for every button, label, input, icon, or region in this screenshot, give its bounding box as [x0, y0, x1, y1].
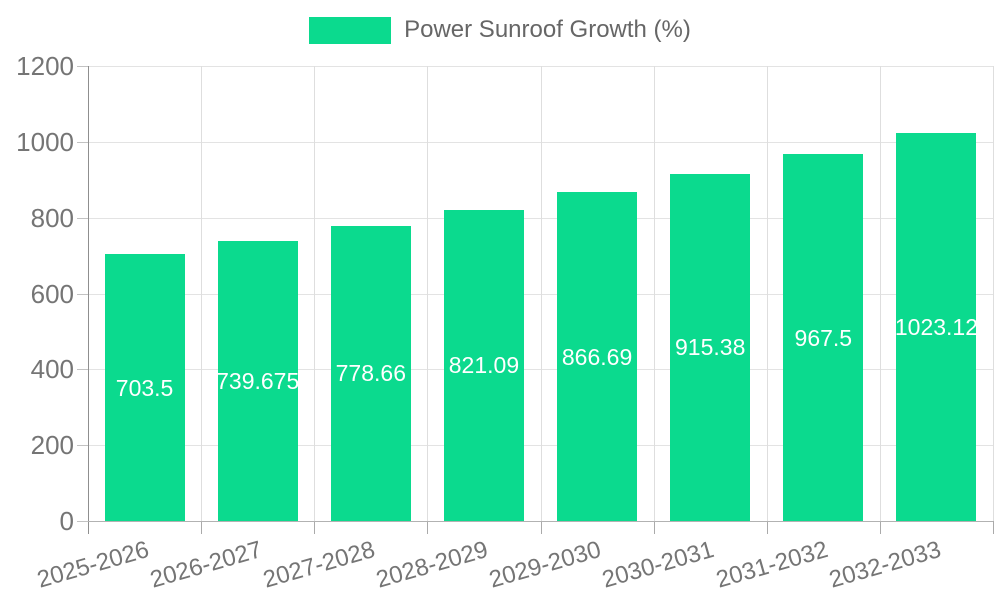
x-axis-tick-label: 2031-2032 — [712, 536, 831, 594]
y-axis-tick-label: 1000 — [16, 126, 74, 157]
y-axis-tick-label: 800 — [30, 202, 74, 233]
bar — [896, 133, 977, 521]
x-axis-tick-label: 2029-2030 — [486, 536, 605, 594]
bar — [557, 192, 638, 521]
y-axis-tick — [77, 521, 88, 522]
x-axis-line — [88, 521, 993, 522]
x-gridline — [201, 66, 203, 521]
x-axis-tick — [653, 521, 655, 534]
bar-value-label: 967.5 — [794, 324, 853, 351]
legend-label: Power Sunroof Growth (%) — [404, 16, 691, 43]
bar — [783, 154, 864, 521]
bar — [670, 173, 751, 521]
x-axis-tick-label: 2030-2031 — [599, 536, 718, 594]
bar — [104, 254, 185, 521]
y-axis-tick-label: 400 — [30, 354, 74, 385]
x-axis-tick — [540, 521, 542, 534]
y-axis-tick — [77, 217, 88, 219]
y-axis-tick — [77, 66, 88, 67]
y-axis-tick — [77, 369, 88, 371]
x-axis-tick-label: 2028-2029 — [373, 536, 492, 594]
y-axis-tick — [77, 293, 88, 295]
bar-value-label: 866.69 — [561, 343, 633, 370]
x-gridline — [540, 66, 542, 521]
x-axis-tick-label: 2025-2026 — [33, 536, 152, 594]
x-gridline — [879, 66, 881, 521]
x-gridline — [993, 66, 994, 521]
y-axis-tick-label: 1200 — [16, 51, 74, 81]
y-axis-line — [88, 66, 89, 534]
x-axis-tick — [879, 521, 881, 534]
y-axis-tick-label: 200 — [30, 430, 74, 461]
legend-swatch — [309, 16, 392, 44]
x-axis-tick — [314, 521, 316, 534]
x-gridline — [427, 66, 429, 521]
bar-value-label: 821.09 — [448, 352, 520, 379]
y-axis-tick-label: 0 — [59, 506, 74, 536]
x-axis-tick-label: 2026-2027 — [147, 536, 265, 594]
bar-value-label: 1023.12 — [894, 314, 979, 341]
bar-value-label: 915.38 — [675, 334, 746, 361]
x-axis-tick — [427, 521, 429, 534]
x-gridline — [766, 66, 768, 521]
x-axis-tick-label: 2032-2033 — [825, 536, 944, 594]
x-gridline — [653, 66, 655, 521]
legend[interactable]: Power Sunroof Growth (%) — [0, 16, 1000, 44]
bar-value-label: 778.66 — [335, 360, 406, 387]
bar-value-label: 739.675 — [216, 367, 300, 394]
x-axis-tick — [766, 521, 768, 534]
x-axis-tick — [993, 521, 994, 534]
x-axis-tick-label: 2027-2028 — [260, 536, 378, 594]
y-axis-tick — [77, 141, 88, 143]
bar — [330, 225, 411, 521]
bar — [443, 209, 524, 521]
y-axis-tick — [77, 445, 88, 447]
y-axis-tick-label: 600 — [30, 278, 74, 309]
bar-value-label: 703.5 — [115, 374, 174, 401]
x-gridline — [314, 66, 316, 521]
bar — [217, 240, 298, 521]
x-axis-tick — [201, 521, 203, 534]
